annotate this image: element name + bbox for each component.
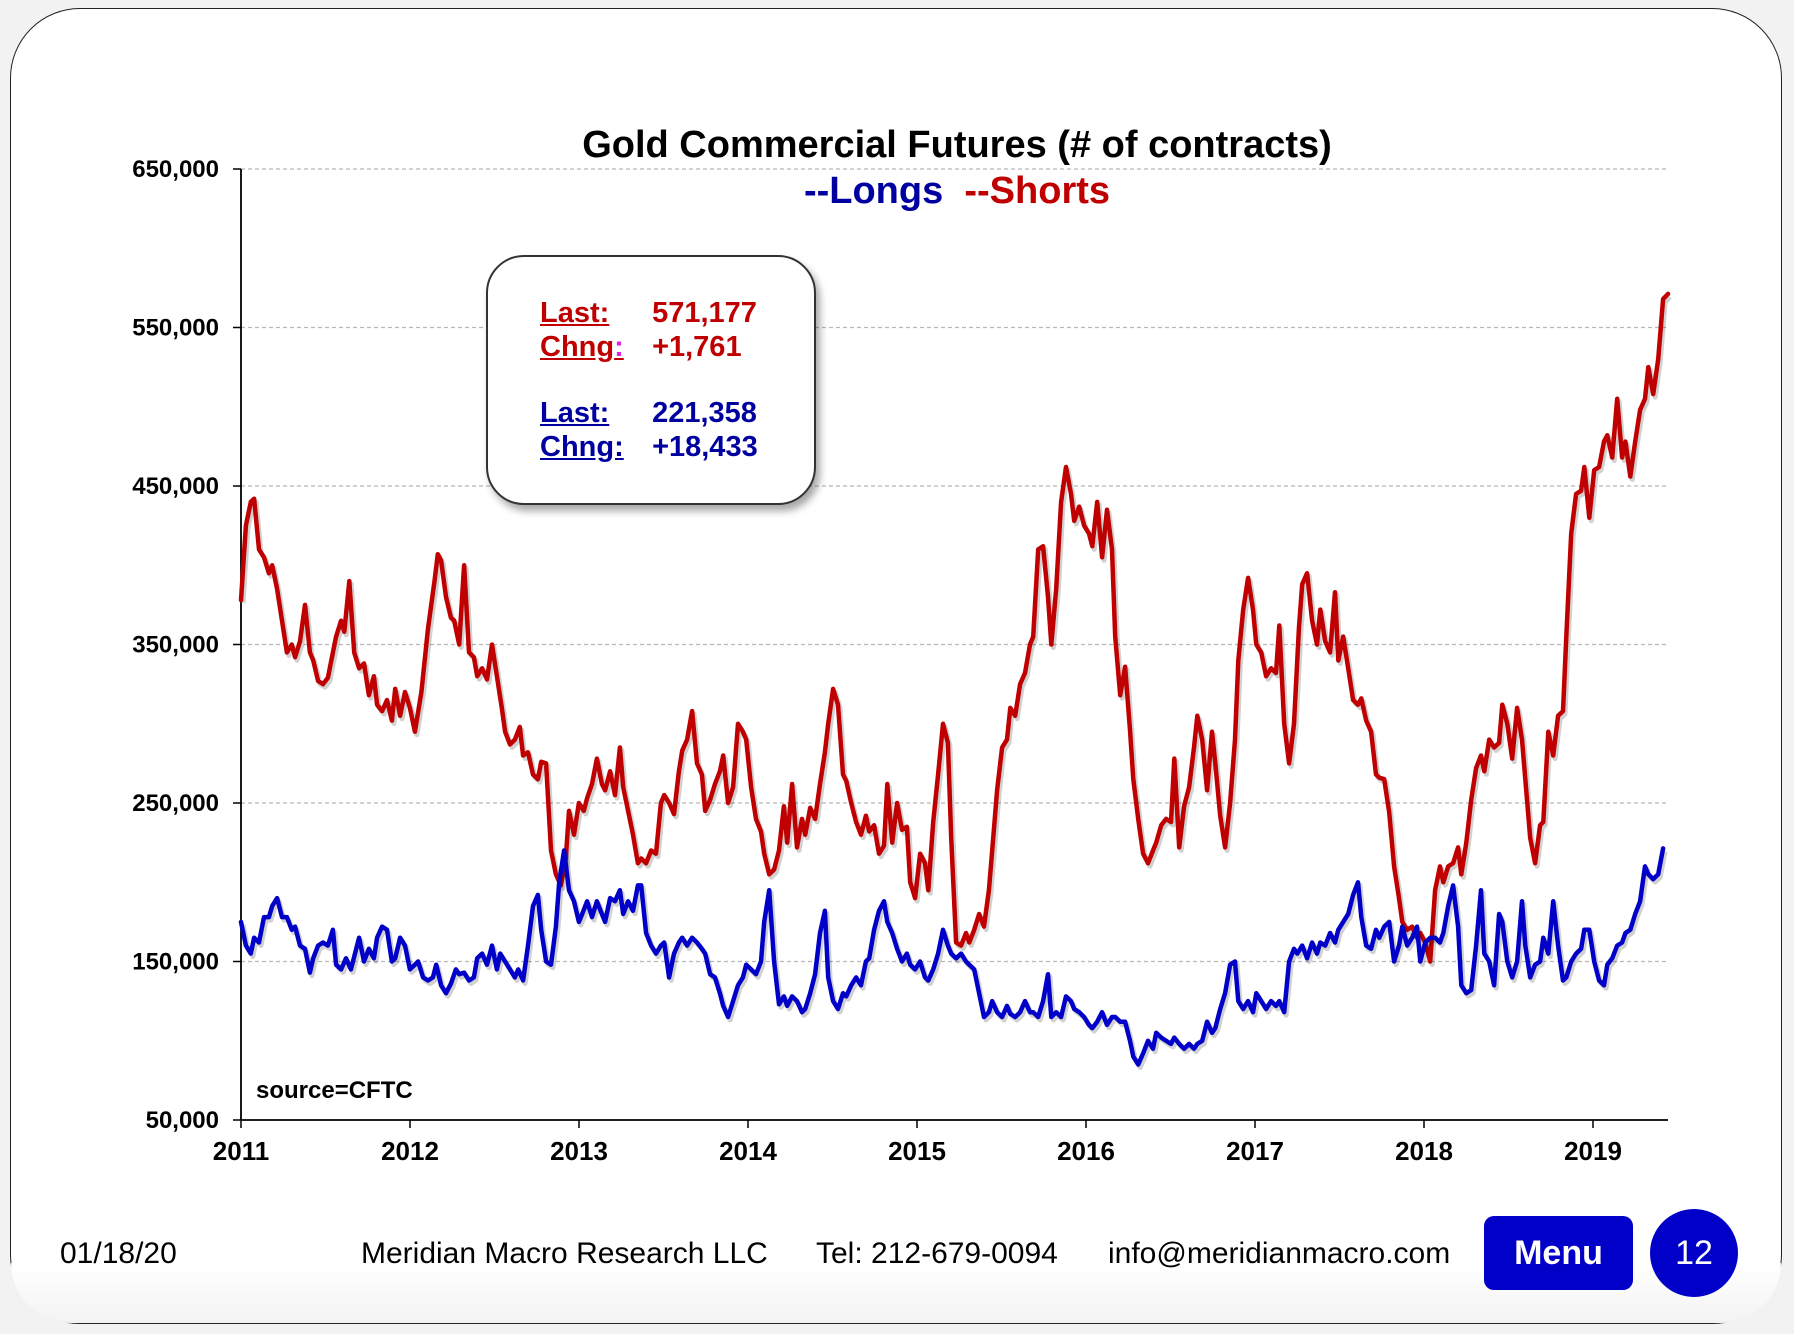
- x-tick-label: 2012: [381, 1136, 439, 1166]
- footer-email[interactable]: info@meridianmacro.com: [1108, 1237, 1451, 1270]
- chart-legend: --Longs --Shorts: [60, 170, 1794, 213]
- y-tick-label: 450,000: [132, 473, 219, 500]
- menu-button[interactable]: Menu: [1484, 1216, 1633, 1290]
- x-tick-label: 2018: [1395, 1136, 1453, 1166]
- series-line-longs: [238, 846, 1666, 1067]
- slide-frame: [10, 8, 1782, 1324]
- footer-company: Meridian Macro Research LLC: [361, 1237, 768, 1270]
- longs-change-row: Chng: +18,433: [540, 431, 758, 464]
- tick-labels: 50,000 150,000 250,000 350,000 450,000 550,00…: [132, 156, 1622, 1166]
- series-line-shorts: [238, 291, 1671, 964]
- page-number-badge: 12: [1650, 1209, 1738, 1297]
- shorts-change-label: Chng:: [540, 331, 644, 364]
- shorts-last-row: Last: 571,177: [540, 297, 757, 330]
- y-tick-label: 350,000: [132, 632, 219, 659]
- y-tick-label: 150,000: [132, 949, 219, 976]
- shorts-change-label-text: Chng: [540, 331, 615, 363]
- y-tick-label: 250,000: [132, 790, 219, 817]
- y-tick-label: 650,000: [132, 156, 219, 183]
- footer-date: 01/18/20: [60, 1237, 177, 1270]
- source-annotation: source=CFTC: [256, 1077, 413, 1104]
- footer-phone: Tel: 212-679-0094: [816, 1237, 1058, 1270]
- x-tick-label: 2016: [1057, 1136, 1115, 1166]
- x-tick-label: 2017: [1226, 1136, 1284, 1166]
- legend-longs: --Longs: [803, 170, 944, 212]
- y-tick-label: 50,000: [146, 1107, 219, 1134]
- x-tick-label: 2011: [213, 1136, 269, 1166]
- longs-last-value: 221,358: [652, 397, 757, 429]
- longs-change-value: +18,433: [652, 431, 758, 463]
- longs-last-label: Last:: [540, 397, 610, 429]
- axes: [233, 168, 1668, 1128]
- y-tick-label: 550,000: [132, 315, 219, 342]
- chart-title: Gold Commercial Futures (# of contracts): [582, 124, 1332, 166]
- shorts-last-value: 571,177: [652, 297, 757, 329]
- shorts-change-value: +1,761: [652, 331, 742, 363]
- longs-change-label: Chng:: [540, 431, 624, 463]
- legend-shorts: --Shorts: [964, 170, 1111, 212]
- shorts-change-row: Chng: +1,761: [540, 331, 742, 364]
- x-tick-label: 2019: [1564, 1136, 1622, 1166]
- shorts-last-label: Last:: [540, 297, 610, 329]
- longs-last-row: Last: 221,358: [540, 397, 757, 430]
- latest-values-box: Last: 571,177 Chng: +1,761 Last: 221,358…: [486, 255, 816, 505]
- shorts-change-colon: :: [614, 331, 624, 363]
- series-lines: [238, 291, 1672, 1070]
- x-tick-label: 2013: [550, 1136, 608, 1166]
- x-tick-label: 2014: [719, 1136, 777, 1166]
- x-tick-label: 2015: [888, 1136, 946, 1166]
